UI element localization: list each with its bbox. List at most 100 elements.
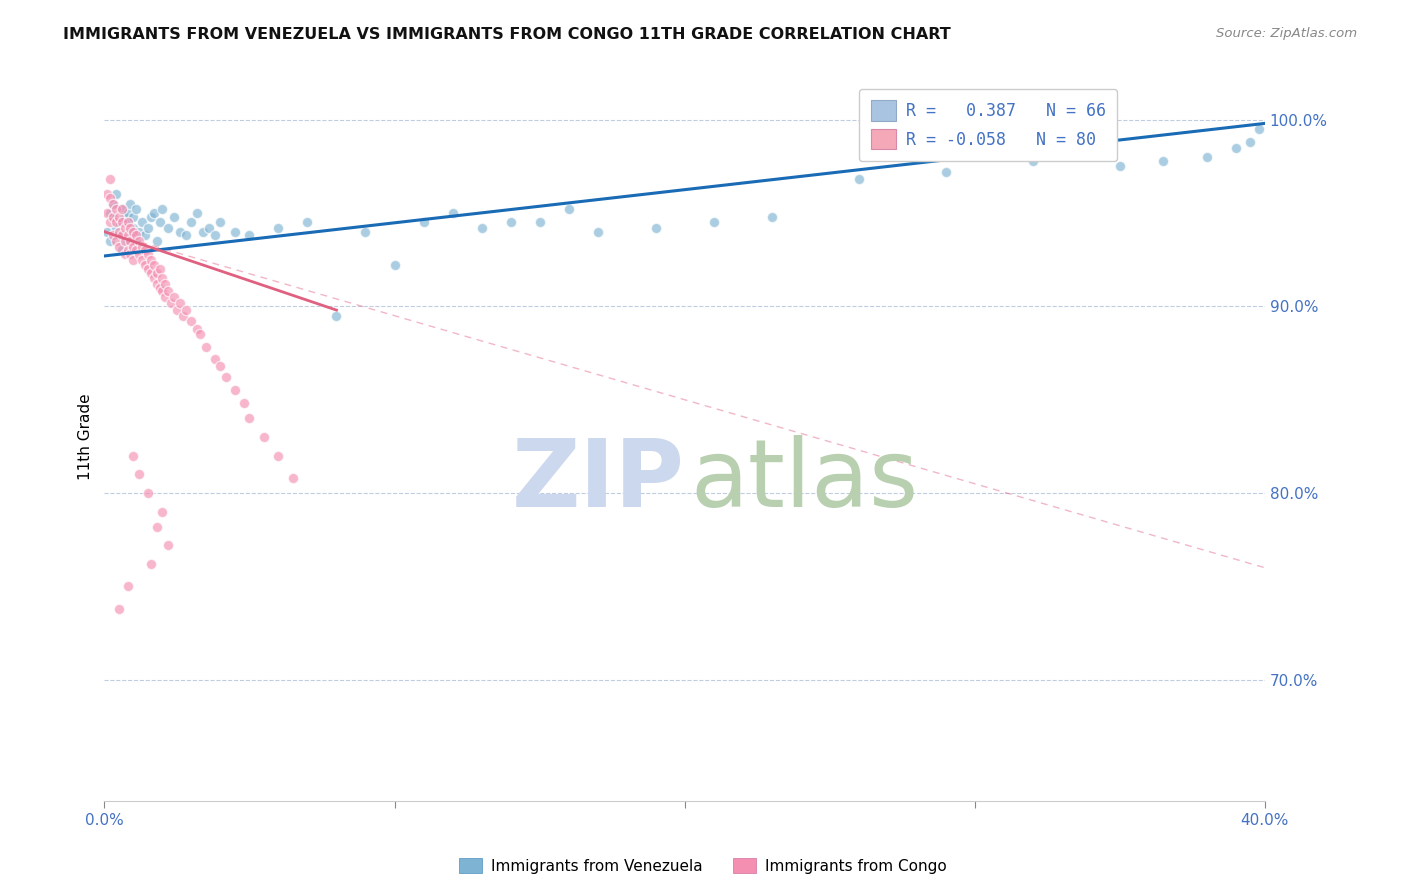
Point xyxy=(134,244,156,258)
Point xyxy=(98,206,121,220)
Point xyxy=(98,234,121,248)
Point xyxy=(152,202,174,217)
Point xyxy=(122,449,145,463)
Point xyxy=(157,285,180,299)
Point xyxy=(104,234,127,248)
Point xyxy=(1239,135,1261,149)
Point xyxy=(120,196,142,211)
Point xyxy=(209,359,232,373)
Point xyxy=(98,172,121,186)
Point xyxy=(169,225,191,239)
Point xyxy=(441,206,464,220)
Point xyxy=(224,384,246,398)
Point xyxy=(120,221,142,235)
Point xyxy=(163,210,186,224)
Point xyxy=(136,247,159,261)
Point xyxy=(155,290,177,304)
Point xyxy=(117,215,139,229)
Point xyxy=(157,538,180,552)
Point xyxy=(761,210,783,224)
Point xyxy=(101,210,124,224)
Point xyxy=(98,191,121,205)
Point xyxy=(96,187,118,202)
Point xyxy=(148,215,170,229)
Point xyxy=(224,225,246,239)
Point xyxy=(117,244,139,258)
Point xyxy=(1195,150,1218,164)
Point xyxy=(117,579,139,593)
Point xyxy=(122,252,145,267)
Point xyxy=(160,295,183,310)
Point xyxy=(111,215,134,229)
Point xyxy=(297,215,319,229)
Point xyxy=(101,210,124,224)
Point xyxy=(111,202,134,217)
Point xyxy=(122,225,145,239)
Point xyxy=(142,271,165,285)
Point xyxy=(117,228,139,243)
Text: Source: ZipAtlas.com: Source: ZipAtlas.com xyxy=(1216,27,1357,40)
Point xyxy=(325,309,347,323)
Point xyxy=(104,215,127,229)
Point xyxy=(232,396,254,410)
Point xyxy=(139,266,162,280)
Point xyxy=(104,202,127,217)
Point xyxy=(267,449,290,463)
Point xyxy=(117,215,139,229)
Point xyxy=(96,225,118,239)
Point xyxy=(114,234,136,248)
Point xyxy=(145,266,167,280)
Point xyxy=(101,228,124,243)
Point xyxy=(120,228,142,243)
Point xyxy=(152,285,174,299)
Point xyxy=(703,215,725,229)
Point xyxy=(194,341,217,355)
Point xyxy=(188,327,211,342)
Point xyxy=(384,258,406,272)
Point xyxy=(155,277,177,291)
Text: ZIP: ZIP xyxy=(512,434,685,527)
Y-axis label: 11th Grade: 11th Grade xyxy=(79,393,93,481)
Point xyxy=(848,172,870,186)
Point xyxy=(111,228,134,243)
Point xyxy=(412,215,434,229)
Point xyxy=(281,471,304,485)
Point xyxy=(172,309,194,323)
Point xyxy=(101,196,124,211)
Point xyxy=(122,221,145,235)
Point xyxy=(186,206,208,220)
Point xyxy=(114,221,136,235)
Point xyxy=(163,290,186,304)
Text: IMMIGRANTS FROM VENEZUELA VS IMMIGRANTS FROM CONGO 11TH GRADE CORRELATION CHART: IMMIGRANTS FROM VENEZUELA VS IMMIGRANTS … xyxy=(63,27,950,42)
Point xyxy=(174,303,197,318)
Point xyxy=(145,234,167,248)
Point xyxy=(128,467,150,482)
Text: atlas: atlas xyxy=(690,434,918,527)
Point xyxy=(470,221,492,235)
Point xyxy=(114,234,136,248)
Point xyxy=(148,262,170,277)
Point xyxy=(108,239,131,253)
Point xyxy=(267,221,290,235)
Point xyxy=(111,202,134,217)
Point xyxy=(108,602,131,616)
Point xyxy=(136,221,159,235)
Point xyxy=(104,221,127,235)
Point xyxy=(186,322,208,336)
Point xyxy=(209,215,232,229)
Point xyxy=(104,187,127,202)
Point xyxy=(131,215,153,229)
Point xyxy=(136,262,159,277)
Point xyxy=(122,239,145,253)
Point xyxy=(1022,153,1045,168)
Point xyxy=(139,557,162,571)
Point xyxy=(125,228,148,243)
Point xyxy=(586,225,609,239)
Point xyxy=(120,247,142,261)
Point xyxy=(98,215,121,229)
Point xyxy=(125,244,148,258)
Point xyxy=(145,519,167,533)
Point xyxy=(935,165,957,179)
Point xyxy=(169,295,191,310)
Point xyxy=(174,228,197,243)
